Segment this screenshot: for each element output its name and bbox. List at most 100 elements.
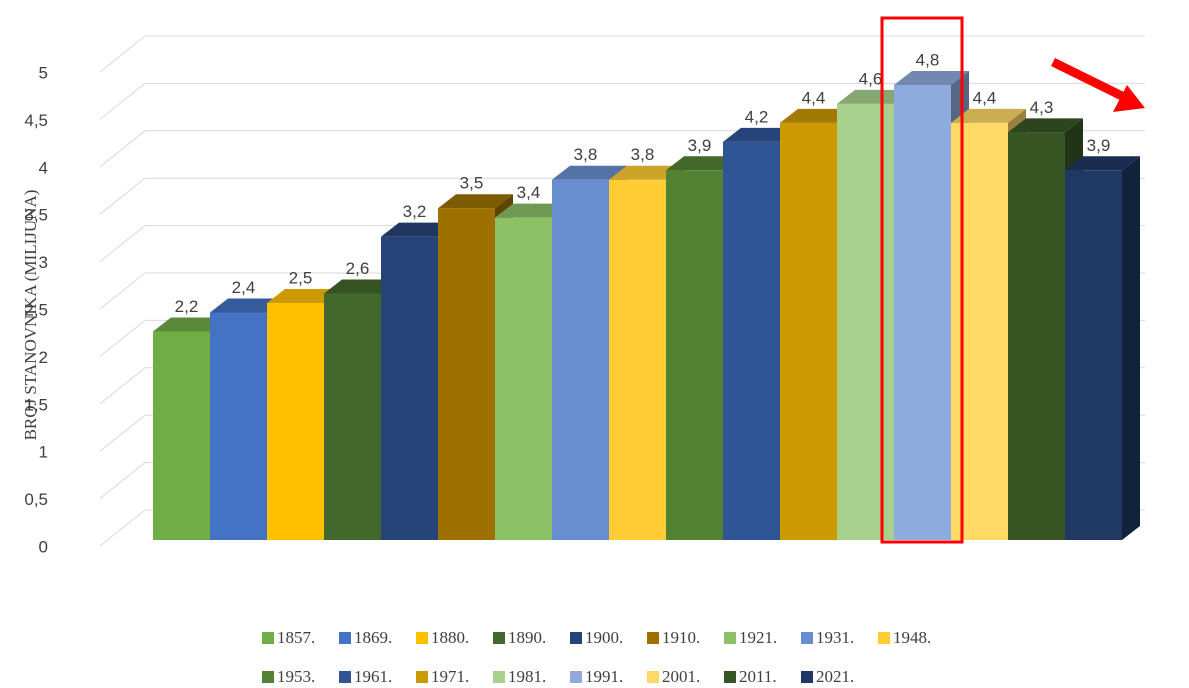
bar-top	[894, 70, 969, 85]
bar-top	[153, 317, 228, 332]
legend-swatch	[570, 671, 582, 683]
legend-label: 1953.	[277, 667, 315, 686]
legend-label: 1900.	[585, 628, 623, 647]
bars: 2,2 2,4 2,5 2,6 3,2 3,5 3,4 3,8 3,8 3,9 4,2 4,4 4,6 4…	[153, 50, 1140, 541]
bar-top	[552, 165, 627, 180]
bar-top	[438, 194, 513, 209]
bar	[609, 179, 666, 540]
value-label: 4,4	[802, 88, 826, 107]
bar	[837, 103, 894, 541]
bar-top	[267, 289, 342, 303]
trend-arrow-head	[1113, 85, 1145, 112]
bar-top	[666, 156, 741, 171]
legend-swatch	[724, 632, 736, 644]
bar-top	[1008, 118, 1083, 133]
value-label: 2,2	[175, 297, 199, 316]
bar	[438, 208, 495, 540]
value-label: 2,4	[232, 278, 256, 297]
value-label: 4,8	[916, 50, 940, 69]
bar	[552, 179, 609, 540]
bar-top	[381, 222, 456, 237]
legend-label: 1971.	[431, 667, 469, 686]
bar	[666, 170, 723, 540]
y-tick-label: 5	[39, 63, 48, 82]
legend-swatch	[339, 632, 351, 644]
legend-swatch	[724, 671, 736, 683]
bar	[267, 303, 324, 540]
bar-side	[1122, 156, 1140, 540]
value-label: 3,8	[631, 145, 655, 164]
legend-label: 1948.	[893, 628, 931, 647]
bar-top	[780, 108, 855, 123]
legend-swatch	[262, 671, 274, 683]
bar-top	[324, 279, 399, 294]
y-tick-label: 0	[39, 537, 48, 556]
legend-label: 1890.	[508, 628, 546, 647]
legend-label: 1981.	[508, 667, 546, 686]
value-label: 4,3	[1030, 98, 1054, 117]
grid-line	[99, 82, 1145, 120]
y-tick-label: 2,5	[24, 300, 48, 319]
value-label: 3,4	[517, 183, 541, 202]
bar	[210, 312, 267, 540]
grid-line	[99, 35, 1145, 73]
legend-swatch	[493, 632, 505, 644]
legend-label: 1991.	[585, 667, 623, 686]
legend-swatch	[647, 671, 659, 683]
value-label: 2,5	[289, 268, 313, 287]
legend-swatch	[647, 632, 659, 644]
legend-swatch	[262, 632, 274, 644]
bar-top	[210, 298, 285, 313]
value-label: 4,6	[859, 69, 883, 88]
y-tick-label: 1,5	[24, 395, 48, 414]
bar-top	[723, 127, 798, 142]
legend-label: 2011.	[739, 667, 777, 686]
value-label: 3,9	[688, 136, 712, 155]
bar	[1065, 170, 1122, 540]
bar-top	[951, 108, 1026, 123]
grid	[99, 35, 1145, 547]
legend-swatch	[801, 671, 813, 683]
y-tick-label: 3,5	[24, 206, 48, 225]
bar	[951, 122, 1008, 540]
bar-top	[1065, 156, 1140, 171]
legend-label: 2001.	[662, 667, 700, 686]
legend-swatch	[416, 632, 428, 644]
y-tick-label: 2	[39, 348, 48, 367]
legend-label: 1869.	[354, 628, 392, 647]
bar	[495, 217, 552, 540]
y-tick-label: 4,5	[24, 111, 48, 130]
legend-swatch	[493, 671, 505, 683]
legend-label: 1961.	[354, 667, 392, 686]
legend-label: 1910.	[662, 628, 700, 647]
legend-swatch	[570, 632, 582, 644]
value-label: 4,2	[745, 107, 769, 126]
bar	[324, 293, 381, 540]
y-tick-label: 3	[39, 253, 48, 272]
legend-label: 2021.	[816, 667, 854, 686]
value-label: 3,5	[460, 174, 484, 193]
legend-label: 1921.	[739, 628, 777, 647]
trend-arrow	[1051, 57, 1130, 104]
bar-top	[495, 203, 570, 218]
value-label: 4,4	[973, 88, 997, 107]
bar-top	[609, 165, 684, 180]
bar	[153, 331, 210, 540]
legend-swatch	[416, 671, 428, 683]
bar	[780, 122, 837, 540]
value-label: 3,9	[1087, 136, 1111, 155]
legend-label: 1880.	[431, 628, 469, 647]
y-tick-label: 0,5	[24, 490, 48, 509]
bar-top	[837, 89, 912, 104]
y-tick-label: 1	[39, 443, 48, 462]
bar	[723, 141, 780, 540]
y-axis-label: BROJ STANOVNIKA (MILIJUNA)	[21, 190, 40, 441]
bar	[381, 236, 438, 540]
y-tick-label: 4	[39, 158, 48, 177]
highlight-box	[880, 16, 964, 544]
value-label: 2,6	[346, 259, 370, 278]
legend-label: 1857.	[277, 628, 315, 647]
value-label: 3,8	[574, 145, 598, 164]
bar	[894, 84, 951, 541]
